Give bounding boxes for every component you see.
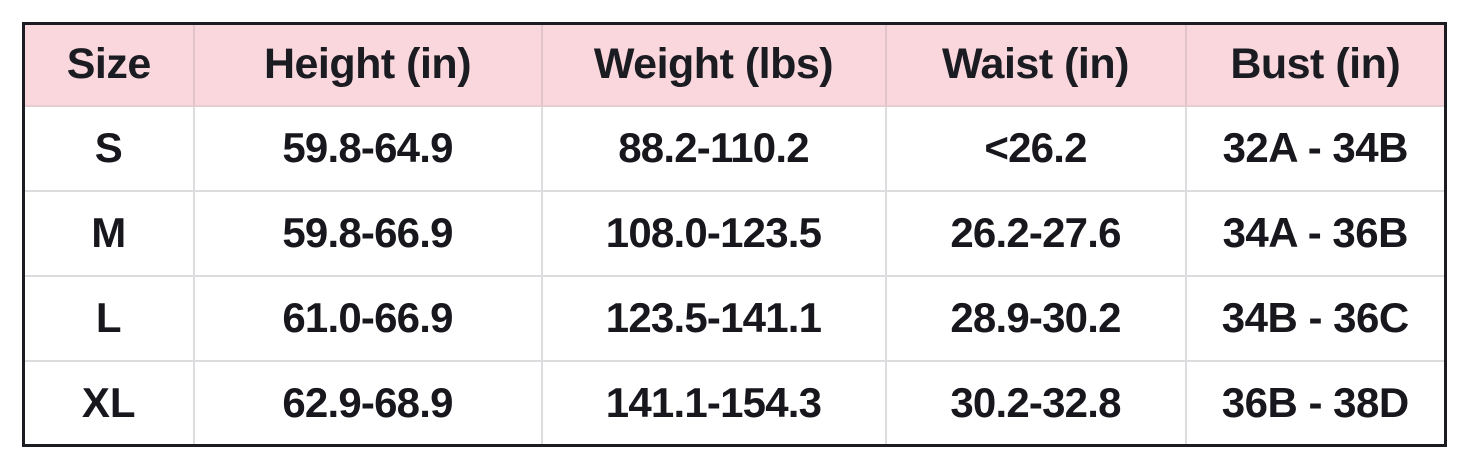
column-header-waist: Waist (in) — [885, 23, 1187, 107]
cell-waist: 26.2-27.6 — [885, 190, 1187, 277]
column-header-bust: Bust (in) — [1185, 23, 1446, 107]
column-header-size: Size — [23, 23, 195, 107]
cell-bust: 36B - 38D — [1185, 360, 1446, 446]
cell-waist: 28.9-30.2 — [885, 275, 1187, 362]
cell-size: L — [23, 275, 195, 362]
cell-height: 59.8-66.9 — [193, 190, 543, 277]
cell-size: M — [23, 190, 195, 277]
cell-size: S — [23, 105, 195, 192]
cell-height: 62.9-68.9 — [193, 360, 543, 446]
cell-bust: 34B - 36C — [1185, 275, 1446, 362]
cell-waist: 30.2-32.8 — [885, 360, 1187, 446]
table-row: L 61.0-66.9 123.5-141.1 28.9-30.2 34B - … — [23, 275, 1446, 362]
header-row: Size Height (in) Weight (lbs) Waist (in)… — [23, 23, 1446, 107]
cell-weight: 88.2-110.2 — [541, 105, 887, 192]
table-row: S 59.8-64.9 88.2-110.2 <26.2 32A - 34B — [23, 105, 1446, 192]
column-header-weight: Weight (lbs) — [541, 23, 887, 107]
cell-weight: 141.1-154.3 — [541, 360, 887, 446]
column-header-height: Height (in) — [193, 23, 543, 107]
cell-size: XL — [23, 360, 195, 446]
cell-height: 59.8-64.9 — [193, 105, 543, 192]
table-row: M 59.8-66.9 108.0-123.5 26.2-27.6 34A - … — [23, 190, 1446, 277]
table-body: S 59.8-64.9 88.2-110.2 <26.2 32A - 34B M… — [23, 105, 1446, 446]
cell-bust: 34A - 36B — [1185, 190, 1446, 277]
table-row: XL 62.9-68.9 141.1-154.3 30.2-32.8 36B -… — [23, 360, 1446, 446]
size-chart-container: Size Height (in) Weight (lbs) Waist (in)… — [22, 22, 1447, 447]
cell-bust: 32A - 34B — [1185, 105, 1446, 192]
size-chart-table: Size Height (in) Weight (lbs) Waist (in)… — [22, 22, 1447, 447]
cell-waist: <26.2 — [885, 105, 1187, 192]
cell-weight: 123.5-141.1 — [541, 275, 887, 362]
cell-weight: 108.0-123.5 — [541, 190, 887, 277]
table-header: Size Height (in) Weight (lbs) Waist (in)… — [23, 23, 1446, 107]
cell-height: 61.0-66.9 — [193, 275, 543, 362]
